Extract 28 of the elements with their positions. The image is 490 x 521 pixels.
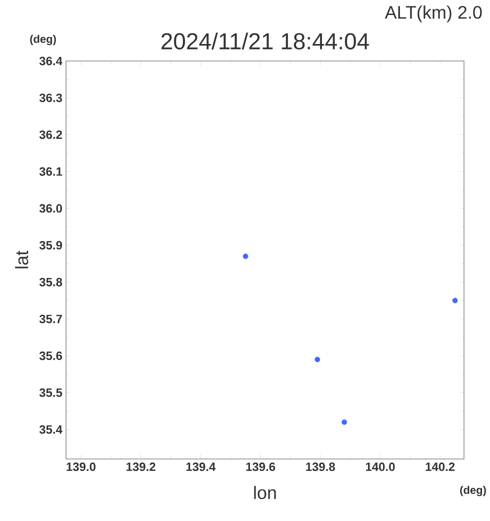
y-tick-label: 36.1	[39, 167, 62, 176]
y-tick-label: 36.3	[39, 94, 62, 102]
point	[452, 298, 458, 304]
y-tick-label: 35.8	[39, 278, 62, 286]
x-tick-label: 139.8	[306, 462, 336, 472]
y-tick-label: 36.2	[39, 130, 62, 139]
y-tick-label: 35.7	[39, 314, 62, 324]
x-tick-label: 139.4	[186, 462, 216, 472]
x-tick-label: 140.0	[366, 462, 395, 472]
chart-title: 2024/11/21 18:44:04	[162, 32, 369, 50]
y-tick-label: 35.5	[39, 388, 62, 397]
y-tick-label: 36.0	[39, 204, 62, 213]
y-tick-label: 35.6	[39, 352, 62, 360]
y-axis-title: lat	[15, 250, 28, 268]
x-tick-label: 139.2	[126, 462, 156, 472]
text: (deg)	[30, 34, 56, 46]
x-tick-label: 139.6	[246, 462, 276, 472]
x-axis-title: lon	[254, 486, 276, 500]
x-tick-label: 140.2	[426, 462, 455, 472]
text: ALT(km) 2.0	[384, 6, 482, 22]
text: (deg)	[460, 486, 486, 496]
point	[242, 254, 248, 260]
y-tick-label: 36.4	[39, 56, 62, 66]
point	[314, 356, 320, 362]
y-tick-label: 35.9	[39, 241, 62, 250]
y-tick-label: 35.4	[39, 425, 62, 434]
x-tick-label: 139.0	[66, 462, 96, 472]
point	[342, 419, 348, 425]
